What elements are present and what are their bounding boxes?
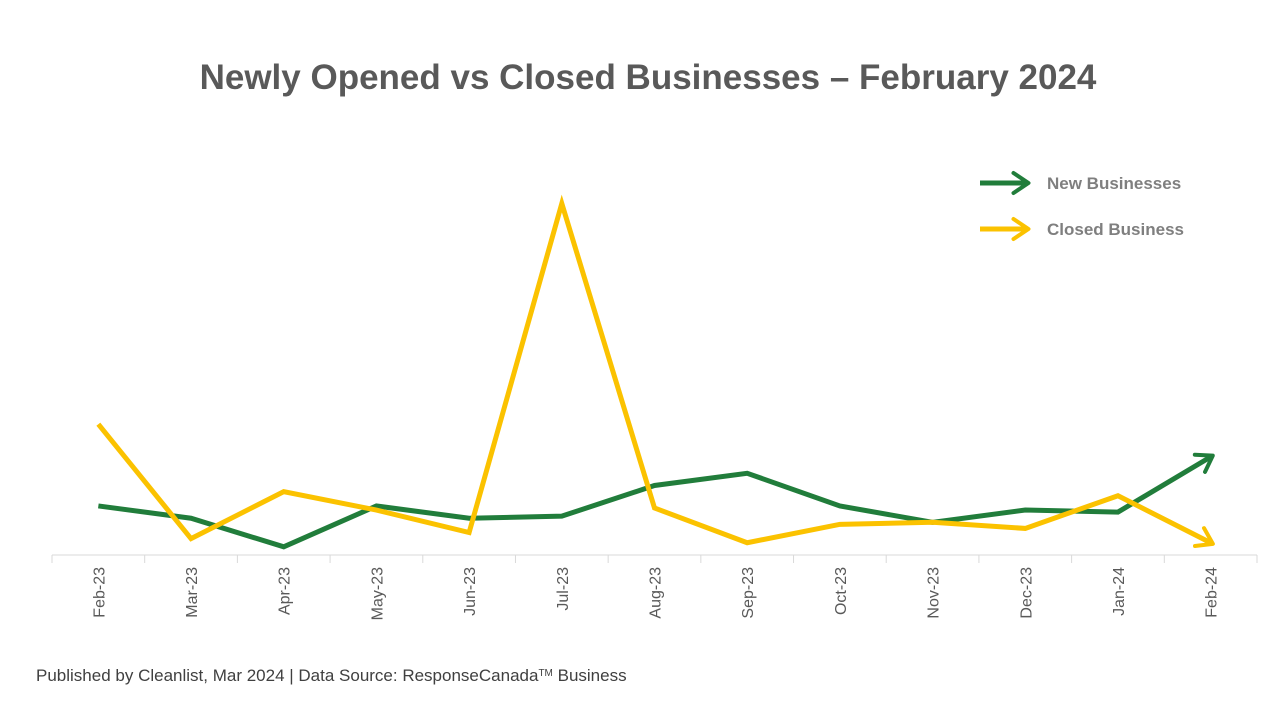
x-tick-label: Sep-23 — [740, 567, 757, 619]
series-layer — [96, 194, 1215, 550]
x-tick-label: Mar-23 — [184, 567, 201, 618]
legend-label: New Businesses — [1047, 174, 1181, 193]
x-axis: Feb-23 Mar-23 Apr-23 May-23 Jun-23 Jul-23 Aug-… — [51, 554, 1258, 620]
series-line-closed-business — [96, 194, 1215, 549]
x-tick-label: Apr-23 — [277, 567, 294, 615]
x-tick-label: Oct-23 — [833, 567, 850, 615]
footer-source: Published by Cleanlist, Mar 2024 | Data … — [36, 666, 627, 686]
x-tick-label: Nov-23 — [926, 567, 943, 619]
trademark-mark: TM — [538, 668, 553, 679]
x-tick-label: Aug-23 — [648, 567, 665, 619]
x-tick-label: Dec-23 — [1018, 567, 1035, 619]
x-tick-label: Feb-24 — [1204, 567, 1221, 618]
footer-text: Published by Cleanlist, Mar 2024 | Data … — [36, 666, 539, 685]
chart-title: Newly Opened vs Closed Businesses – Febr… — [199, 58, 1097, 97]
x-tick-label: May-23 — [369, 567, 386, 620]
footer-text-end: Business — [552, 666, 627, 685]
x-tick-label: Feb-23 — [91, 567, 108, 618]
x-tick-label: Jun-23 — [462, 567, 479, 616]
x-tick-label: Jan-24 — [1111, 567, 1128, 616]
legend-label: Closed Business — [1047, 220, 1184, 239]
series-line-new-businesses — [98, 452, 1215, 550]
legend: New Businesses Closed Business — [980, 171, 1184, 241]
x-tick-label: Jul-23 — [555, 567, 572, 611]
